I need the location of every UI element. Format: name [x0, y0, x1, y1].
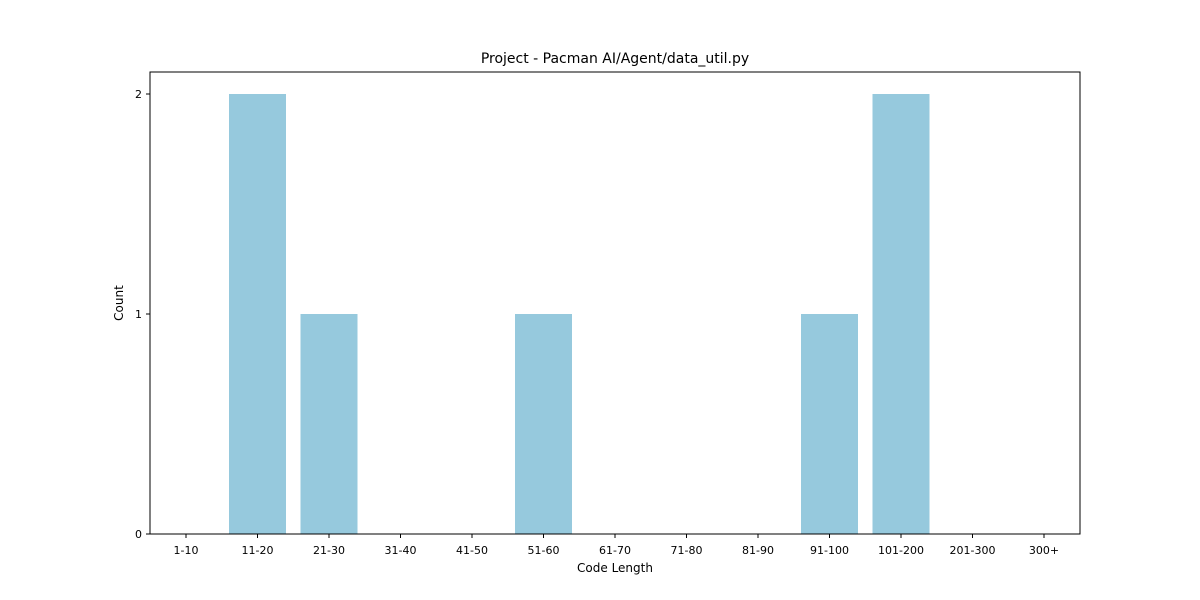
y-tick-label: 2 — [135, 88, 142, 101]
x-tick-label: 31-40 — [385, 544, 417, 557]
bar-21-30 — [300, 314, 358, 534]
x-tick-label: 51-60 — [528, 544, 560, 557]
x-tick-label: 91-100 — [810, 544, 849, 557]
bar-101-200 — [872, 94, 930, 534]
x-tick-label: 81-90 — [742, 544, 774, 557]
y-axis: 0 1 2 — [135, 88, 150, 541]
bar-91-100 — [801, 314, 858, 534]
x-axis-label: Code Length — [577, 561, 653, 575]
x-tick-label: 201-300 — [950, 544, 996, 557]
bar-51-60 — [515, 314, 572, 534]
x-tick-label: 71-80 — [671, 544, 703, 557]
plot-area-frame — [149, 71, 1081, 535]
x-tick-label: 41-50 — [456, 544, 488, 557]
x-tick-label: 300+ — [1029, 544, 1059, 557]
bar-11-20 — [229, 94, 286, 534]
x-tick-label: 101-200 — [878, 544, 924, 557]
y-axis-label: Count — [112, 285, 126, 321]
x-tick-label: 61-70 — [599, 544, 631, 557]
bars-group — [229, 94, 930, 534]
chart-title: Project - Pacman AI/Agent/data_util.py — [481, 51, 749, 67]
x-axis: 1-10 11-20 21-30 31-40 41-50 51-60 61-70 71-80 8… — [174, 534, 1059, 557]
x-tick-label: 21-30 — [313, 544, 345, 557]
x-tick-label: 1-10 — [174, 544, 199, 557]
y-tick-label: 1 — [135, 308, 142, 321]
y-tick-label: 0 — [135, 528, 142, 541]
x-tick-label: 11-20 — [242, 544, 274, 557]
